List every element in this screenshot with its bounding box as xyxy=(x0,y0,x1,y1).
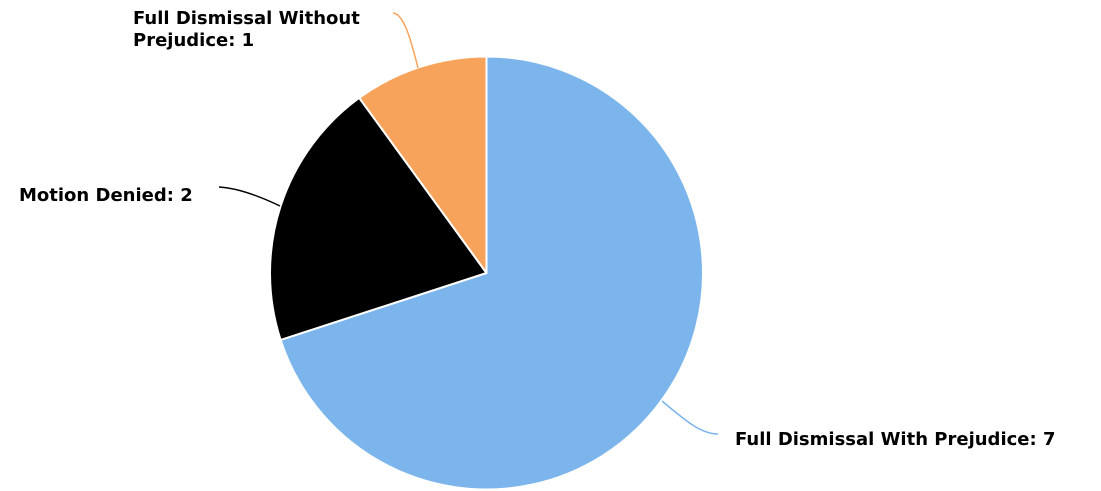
pie-slice-full-dismissal-with-prejudice[interactable] xyxy=(279,55,704,491)
data-label-full-dismissal-with-prejudice: Full Dismissal With Prejudice: 7 xyxy=(735,429,1055,450)
data-label-full-dismissal-without-prejudice: Full Dismissal Without Prejudice: 1 xyxy=(133,8,360,51)
connector-motion-denied xyxy=(218,186,281,207)
pie-slice-motion-denied[interactable] xyxy=(269,96,488,341)
pie-slice-full-dismissal-without-prejudice[interactable] xyxy=(358,55,488,274)
data-label-line: Motion Denied: 2 xyxy=(19,185,193,206)
connector-full-dismissal-without-prejudice xyxy=(392,12,419,69)
pie-slices xyxy=(269,55,704,491)
data-label-line: Full Dismissal Without xyxy=(133,8,360,29)
connector-full-dismissal-with-prejudice xyxy=(661,400,719,435)
data-label-line: Prejudice: 1 xyxy=(133,30,254,51)
pie-connectors xyxy=(218,12,719,435)
data-label-motion-denied: Motion Denied: 2 xyxy=(19,185,193,206)
data-label-line: Full Dismissal With Prejudice: 7 xyxy=(735,429,1055,450)
pie-labels: Full Dismissal With Prejudice: 7 Motion D… xyxy=(19,8,1055,450)
